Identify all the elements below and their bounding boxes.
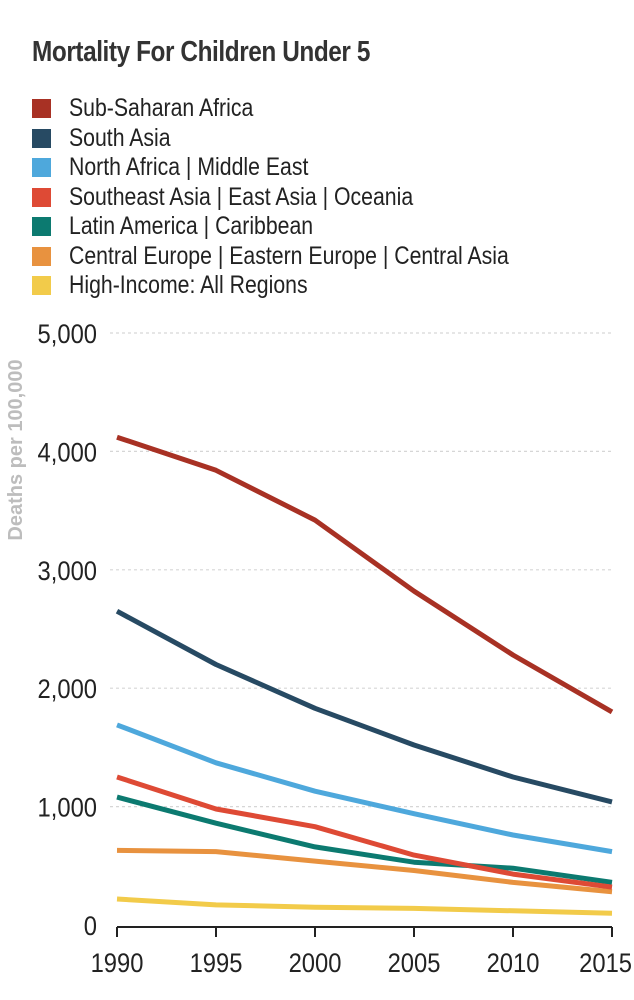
legend-swatch bbox=[32, 246, 51, 266]
legend-swatch bbox=[32, 276, 51, 296]
legend-swatch bbox=[32, 99, 51, 119]
legend-label: Central Europe | Eastern Europe | Centra… bbox=[69, 241, 509, 270]
gridlines bbox=[110, 332, 612, 928]
legend-label: Sub-Saharan Africa bbox=[69, 94, 254, 123]
x-tick-label: 2005 bbox=[388, 949, 441, 979]
series-line bbox=[115, 608, 613, 805]
series-line bbox=[116, 847, 613, 895]
x-tick-label: 1995 bbox=[190, 949, 243, 979]
x-tick-label: 2015 bbox=[579, 949, 632, 979]
legend-item: Sub-Saharan Africa bbox=[32, 94, 586, 124]
y-tick-label: 2,000 bbox=[38, 675, 97, 705]
y-axis-label: Deaths per 100,000 bbox=[5, 359, 27, 540]
series-line bbox=[116, 896, 613, 916]
x-axis: 1990 1995 2000 2005 2010 2015 bbox=[91, 927, 632, 978]
legend-swatch bbox=[32, 187, 51, 207]
legend-label: High-Income: All Regions bbox=[69, 271, 308, 300]
legend: Sub-Saharan Africa South Asia North Afri… bbox=[32, 94, 586, 301]
legend-label: South Asia bbox=[69, 123, 171, 152]
legend-swatch bbox=[32, 158, 51, 178]
series-line bbox=[116, 434, 614, 715]
y-axis: 0 1,000 2,000 3,000 4,000 5,000 bbox=[38, 320, 97, 942]
legend-label: Latin America | Caribbean bbox=[69, 212, 314, 241]
legend-item: Latin America | Caribbean bbox=[32, 212, 586, 242]
legend-swatch bbox=[32, 217, 51, 237]
series-line bbox=[116, 722, 613, 855]
y-tick-label: 1,000 bbox=[38, 793, 97, 823]
chart-title: Mortality For Children Under 5 bbox=[32, 36, 370, 68]
legend-item: Central Europe | Eastern Europe | Centra… bbox=[32, 242, 586, 272]
legend-item: Southeast Asia | East Asia | Oceania bbox=[32, 183, 586, 213]
x-tick-label: 2000 bbox=[289, 949, 342, 979]
series-line bbox=[116, 794, 613, 885]
legend-swatch bbox=[32, 128, 51, 148]
x-tick-label: 1990 bbox=[91, 949, 144, 979]
legend-label: Southeast Asia | East Asia | Oceania bbox=[69, 182, 414, 211]
legend-label: North Africa | Middle East bbox=[69, 153, 309, 182]
y-tick-label: 0 bbox=[84, 912, 97, 942]
legend-item: South Asia bbox=[32, 124, 586, 154]
y-tick-label: 3,000 bbox=[38, 556, 97, 586]
legend-item: North Africa | Middle East bbox=[32, 153, 586, 183]
y-tick-label: 5,000 bbox=[38, 320, 97, 350]
series-lines bbox=[115, 434, 614, 916]
x-tick-label: 2010 bbox=[487, 949, 540, 979]
series-line bbox=[116, 774, 613, 890]
legend-item: High-Income: All Regions bbox=[32, 271, 586, 301]
y-tick-label: 4,000 bbox=[38, 438, 97, 468]
